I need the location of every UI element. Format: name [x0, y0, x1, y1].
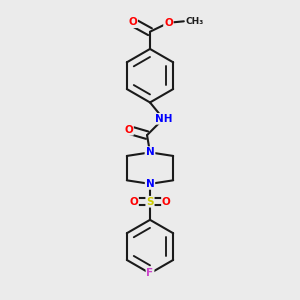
Text: S: S	[146, 197, 154, 207]
Text: O: O	[128, 17, 137, 27]
Text: N: N	[146, 147, 154, 158]
Text: N: N	[146, 179, 154, 189]
Text: NH: NH	[154, 114, 172, 124]
Text: CH₃: CH₃	[185, 17, 204, 26]
Text: O: O	[124, 125, 133, 135]
Text: F: F	[146, 268, 154, 278]
Text: O: O	[129, 197, 138, 207]
Text: N: N	[146, 147, 154, 158]
Text: O: O	[162, 197, 171, 207]
Text: O: O	[164, 18, 173, 28]
